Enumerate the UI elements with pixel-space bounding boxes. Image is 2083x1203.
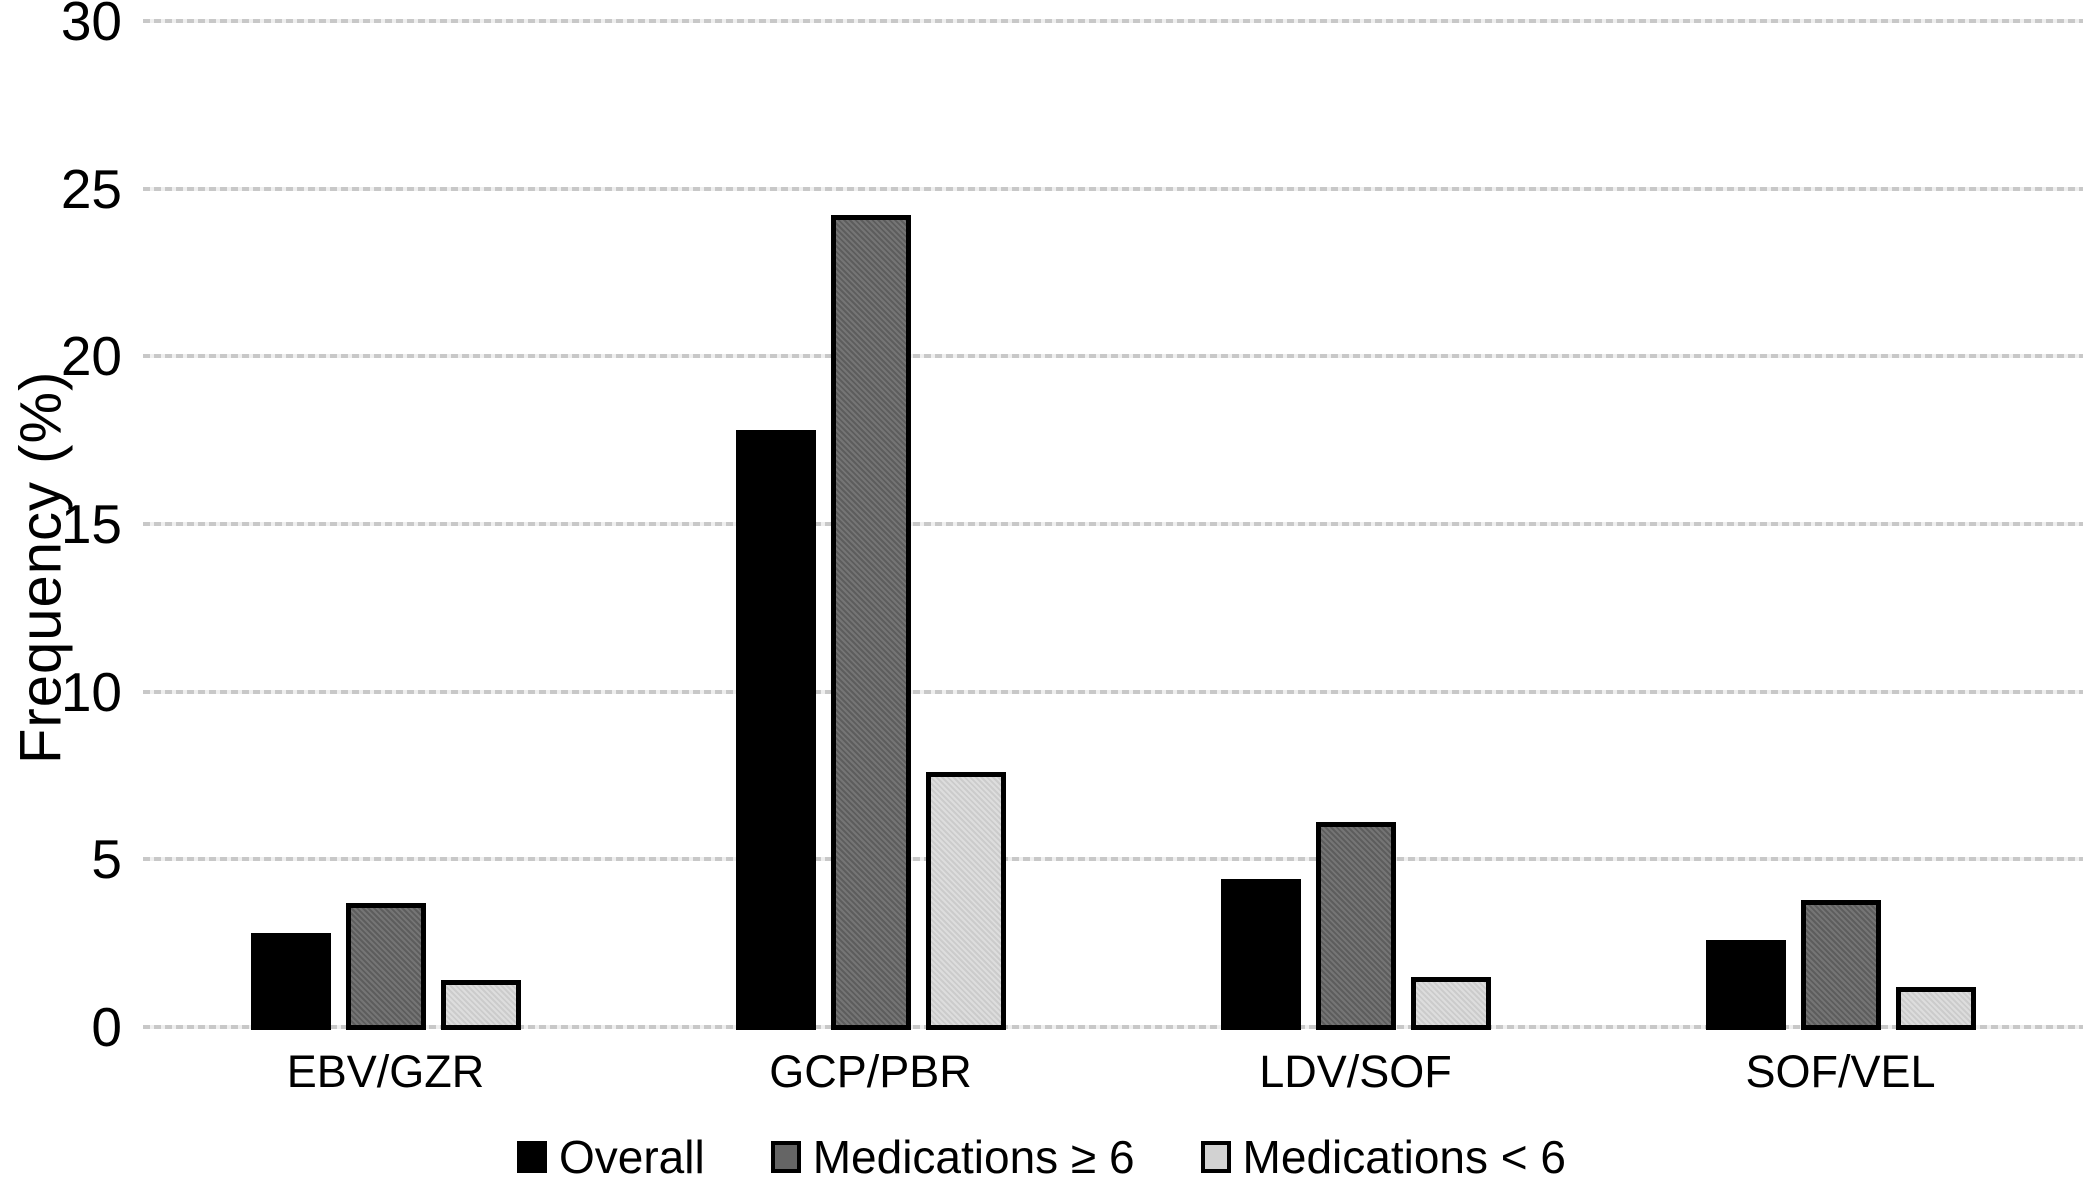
legend-label: Overall [558,1131,705,1183]
legend-item-series1: Medications ≥ 6 [770,1130,1135,1184]
x-axis-label-sof-vel: SOF/VEL [1745,1046,1936,1097]
legend-item-series2: Medications < 6 [1200,1130,1567,1184]
x-axis-label-gcp-pbr: GCP/PBR [769,1046,972,1097]
gridline-y30 [143,19,2083,23]
bar-gcp-pbr-series1 [831,215,911,1030]
bar-ldv-sof-series1 [1316,822,1396,1030]
legend-label: Medications ≥ 6 [812,1131,1135,1183]
bar-ebv-gzr-series1 [346,903,426,1030]
gridline-y25 [143,187,2083,191]
bar-ebv-gzr-series0 [251,933,331,1030]
legend-label: Medications < 6 [1242,1131,1567,1183]
bar-ebv-gzr-series2 [441,980,521,1030]
legend-swatch-icon [516,1141,547,1173]
y-tick-label-20: 20 [60,325,122,387]
bar-sof-vel-series2 [1896,987,1976,1030]
gridline-y10 [143,690,2083,694]
legend-swatch-icon [770,1141,801,1173]
bar-ldv-sof-series2 [1411,977,1491,1030]
y-tick-label-10: 10 [60,661,122,723]
bar-sof-vel-series0 [1706,940,1786,1030]
bar-sof-vel-series1 [1801,900,1881,1030]
y-tick-label-15: 15 [60,493,122,555]
y-tick-label-30: 30 [60,0,122,52]
y-tick-label-25: 25 [60,158,122,220]
gridline-y5 [143,857,2083,861]
y-axis-title: Frequency (%) [8,370,74,764]
legend-swatch-icon [1200,1141,1231,1173]
gridline-y0 [143,1025,2083,1029]
bar-gcp-pbr-series2 [926,772,1006,1030]
legend-item-series0: Overall [516,1130,705,1184]
x-axis-label-ebv-gzr: EBV/GZR [286,1046,485,1097]
legend: Overall Medications ≥ 6 Medications < 6 [0,1130,2083,1184]
bar-gcp-pbr-series0 [736,430,816,1030]
y-tick-label-0: 0 [91,996,122,1058]
y-tick-label-5: 5 [91,828,122,890]
gridline-y15 [143,522,2083,526]
x-axis-label-ldv-sof: LDV/SOF [1259,1046,1452,1097]
bar-ldv-sof-series0 [1221,879,1301,1030]
gridline-y20 [143,354,2083,358]
